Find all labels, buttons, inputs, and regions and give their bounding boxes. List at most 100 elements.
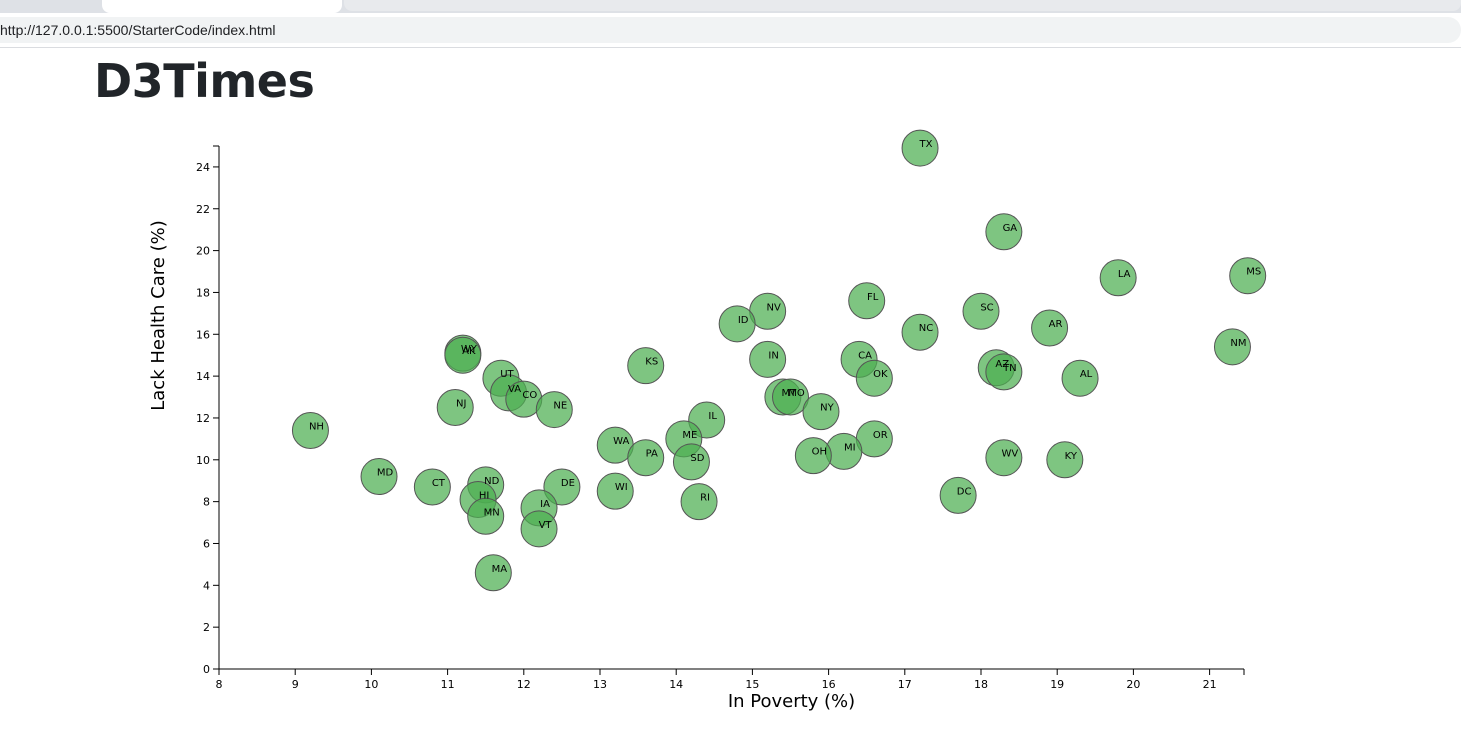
state-circle-ct[interactable] bbox=[413, 468, 451, 506]
state-circle-ne[interactable] bbox=[535, 391, 573, 429]
state-label-ar: AR bbox=[1049, 319, 1063, 330]
y-tick-label: 2 bbox=[203, 621, 210, 634]
state-label-al: AL bbox=[1080, 369, 1093, 380]
state-label-la: LA bbox=[1118, 269, 1131, 280]
state-circle-md[interactable] bbox=[360, 458, 398, 496]
state-circle-vt[interactable] bbox=[520, 510, 558, 548]
state-label-nv: NV bbox=[766, 302, 780, 313]
state-circle-nh[interactable] bbox=[291, 412, 329, 450]
state-circle-ok[interactable] bbox=[855, 359, 893, 397]
state-circle-oh[interactable] bbox=[794, 437, 832, 475]
state-circle-ga[interactable] bbox=[985, 213, 1023, 251]
state-circle-nm[interactable] bbox=[1213, 328, 1251, 366]
state-circle-al[interactable] bbox=[1061, 359, 1099, 397]
state-label-co: CO bbox=[522, 390, 537, 401]
state-label-ok: OK bbox=[873, 369, 888, 380]
x-tick-label: 20 bbox=[1126, 678, 1140, 691]
url-field[interactable] bbox=[0, 17, 1461, 43]
state-label-nm: NM bbox=[1230, 338, 1246, 349]
state-label-tn: TN bbox=[1002, 363, 1017, 374]
state-circle-ak[interactable] bbox=[444, 336, 482, 374]
state-label-ks: KS bbox=[645, 357, 658, 368]
state-circle-wv[interactable] bbox=[985, 439, 1023, 477]
state-circle-tx[interactable] bbox=[901, 129, 939, 167]
state-label-wi: WI bbox=[615, 482, 628, 493]
state-label-hi: HI bbox=[479, 491, 489, 502]
state-circle-ny[interactable] bbox=[802, 393, 840, 431]
state-label-mn: MN bbox=[484, 507, 500, 518]
y-tick-label: 16 bbox=[196, 328, 210, 341]
x-tick-label: 8 bbox=[216, 678, 223, 691]
x-tick-label: 14 bbox=[669, 678, 683, 691]
state-circle-wi[interactable] bbox=[596, 472, 634, 510]
state-label-ct: CT bbox=[432, 478, 446, 489]
state-label-ut: UT bbox=[500, 369, 514, 380]
state-label-fl: FL bbox=[867, 292, 879, 303]
state-label-or: OR bbox=[873, 430, 888, 441]
x-axis-title: In Poverty (%) bbox=[728, 691, 855, 712]
state-label-ky: KY bbox=[1065, 451, 1078, 462]
state-circle-ky[interactable] bbox=[1046, 441, 1084, 479]
y-tick-label: 14 bbox=[196, 370, 210, 383]
y-tick-label: 8 bbox=[203, 496, 210, 509]
url-text[interactable]: http://127.0.0.1:5500/StarterCode/index.… bbox=[0, 22, 276, 38]
y-tick-label: 20 bbox=[196, 245, 210, 258]
state-label-sc: SC bbox=[980, 302, 993, 313]
x-tick-label: 19 bbox=[1050, 678, 1064, 691]
state-circle-sc[interactable] bbox=[962, 292, 1000, 330]
state-label-me: ME bbox=[682, 430, 697, 441]
state-label-wa: WA bbox=[613, 436, 629, 447]
state-circle-pa[interactable] bbox=[627, 439, 665, 477]
x-tick-label: 13 bbox=[593, 678, 607, 691]
state-circle-ar[interactable] bbox=[1031, 309, 1069, 347]
state-label-ri: RI bbox=[700, 493, 710, 504]
state-label-ny: NY bbox=[820, 403, 834, 414]
state-circle-ri[interactable] bbox=[680, 483, 718, 521]
state-circle-ma[interactable] bbox=[474, 554, 512, 592]
x-axis: 8 9 10 11 12 13 14 15 16 17 18 19 20 21 bbox=[216, 668, 1245, 691]
x-tick-label: 9 bbox=[292, 678, 299, 691]
browser-tab-inactive[interactable] bbox=[344, 0, 1461, 11]
y-tick-label: 22 bbox=[196, 203, 210, 216]
state-label-mi: MI bbox=[844, 442, 856, 453]
y-tick-label: 6 bbox=[203, 537, 210, 550]
state-label-tx: TX bbox=[919, 139, 933, 150]
state-label-sd: SD bbox=[690, 453, 704, 464]
y-tick-label: 4 bbox=[203, 579, 210, 592]
state-label-pa: PA bbox=[646, 449, 658, 460]
x-tick-label: 10 bbox=[364, 678, 378, 691]
state-label-wy: WY bbox=[461, 344, 478, 355]
state-circle-dc[interactable] bbox=[939, 476, 977, 514]
y-tick-label: 18 bbox=[196, 286, 210, 299]
browser-tab-active[interactable] bbox=[102, 0, 342, 13]
state-circle-in[interactable] bbox=[749, 340, 787, 378]
y-tick-label: 24 bbox=[196, 161, 210, 174]
state-label-wv: WV bbox=[1001, 449, 1018, 460]
state-label-mo: MO bbox=[788, 388, 805, 399]
state-label-va: VA bbox=[508, 384, 521, 395]
x-tick-label: 15 bbox=[745, 678, 759, 691]
state-circle-la[interactable] bbox=[1099, 259, 1137, 297]
state-circle-nc[interactable] bbox=[901, 313, 939, 351]
state-circle-ms[interactable] bbox=[1229, 257, 1267, 295]
state-label-dc: DC bbox=[957, 486, 972, 497]
browser-tab-strip bbox=[0, 0, 1461, 13]
state-label-vt: VT bbox=[539, 520, 553, 531]
state-circle-mn[interactable] bbox=[467, 497, 505, 535]
state-circle-sd[interactable] bbox=[672, 443, 710, 481]
state-circle-nj[interactable] bbox=[436, 389, 474, 426]
x-tick-label: 18 bbox=[974, 678, 988, 691]
state-circle-mo[interactable] bbox=[772, 378, 809, 416]
state-circle-fl[interactable] bbox=[848, 282, 886, 320]
state-label-il: IL bbox=[708, 411, 717, 422]
state-label-nh: NH bbox=[309, 422, 324, 433]
state-label-id: ID bbox=[738, 315, 749, 326]
state-circle-ks[interactable] bbox=[627, 347, 665, 385]
state-circle-id[interactable] bbox=[718, 305, 756, 343]
page-title: D3Times bbox=[94, 54, 315, 108]
state-circle-tn[interactable] bbox=[985, 353, 1023, 391]
state-label-nd: ND bbox=[484, 476, 499, 487]
state-label-ak: AK bbox=[462, 346, 476, 357]
